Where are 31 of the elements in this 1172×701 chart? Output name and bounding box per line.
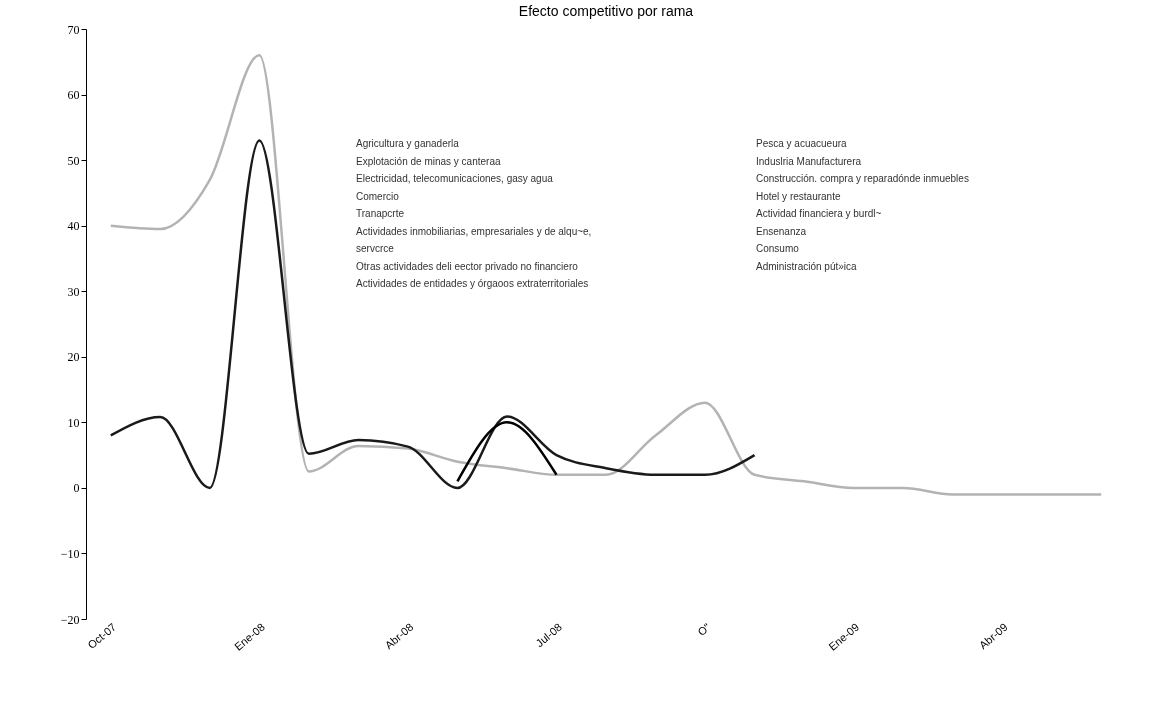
y-tick-label: 10 bbox=[67, 415, 80, 430]
line-series bbox=[109, 53, 1103, 496]
annotation: Actividad financiera y burdl~ bbox=[756, 208, 882, 219]
annotation: Ensenanza bbox=[756, 225, 807, 237]
annotation: Actividades de entidades y órgaoos extraterritoriales bbox=[356, 278, 589, 289]
annotation: Administración pút»ica bbox=[756, 260, 858, 272]
annotation: Tranapcrte bbox=[356, 208, 405, 219]
y-tick-label: 0 bbox=[73, 481, 80, 496]
annotation: Electricidad, telecomunicaciones, gasy agua bbox=[356, 173, 554, 184]
annotation: Hotel y restaurante bbox=[756, 190, 841, 202]
annotation: Explotación de minas y canteraa bbox=[356, 155, 501, 167]
annotation: Construcción. compra y reparadónde inmuebles bbox=[756, 173, 969, 184]
chart-title: Efecto competitivo por rama bbox=[518, 3, 694, 19]
x-tick-label: O" bbox=[695, 620, 713, 638]
annotation: Otras actividades deli eector privado no financiero bbox=[356, 260, 579, 272]
y-tick-label: 70 bbox=[67, 22, 80, 37]
y-tick-label: 20 bbox=[67, 350, 80, 365]
annotation: Agricultura y ganaderla bbox=[356, 138, 460, 149]
line-series bbox=[109, 139, 756, 490]
y-tick-label: 40 bbox=[67, 219, 80, 234]
y-tick-label: −20 bbox=[60, 612, 80, 627]
annotation: Actividades inmobiliarias, empresariales y de alqu~e, bbox=[356, 225, 592, 237]
annotation: Consumo bbox=[756, 243, 800, 254]
annotation: Pesca y acuacueura bbox=[756, 138, 848, 149]
y-tick-label: −10 bbox=[60, 546, 80, 561]
y-tick-label: 30 bbox=[67, 284, 80, 299]
annotation: servcrce bbox=[356, 243, 395, 254]
annotation: Comercio bbox=[356, 190, 400, 202]
y-tick-label: 60 bbox=[67, 88, 80, 103]
annotation: Induslria Manufacturera bbox=[756, 155, 862, 167]
y-tick-label: 50 bbox=[67, 153, 80, 168]
